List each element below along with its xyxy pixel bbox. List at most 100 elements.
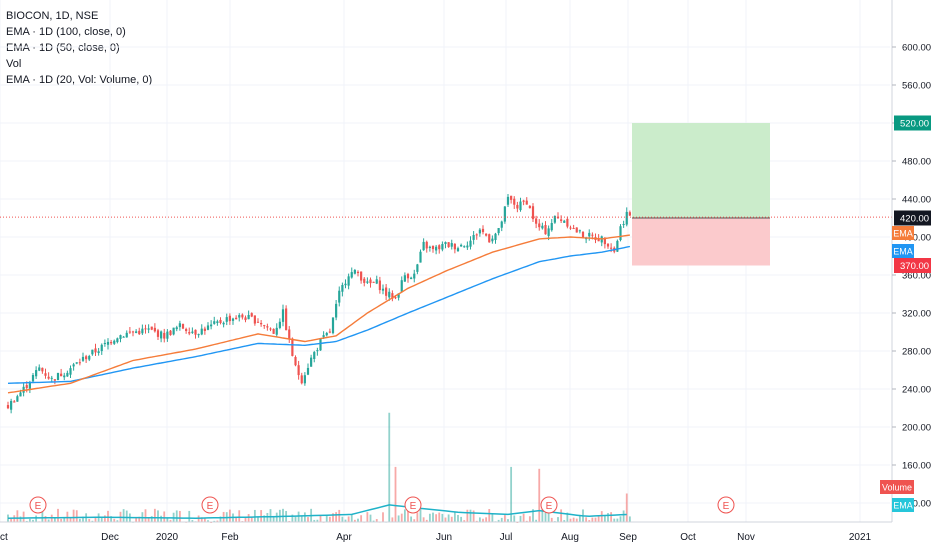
volume-bar [366, 512, 369, 522]
candle-body [175, 327, 178, 330]
price-tick-label: 160.00 [902, 461, 931, 472]
candle-body [66, 372, 69, 377]
candle-body [138, 330, 141, 335]
volume-bar [507, 519, 509, 522]
candle-body [235, 317, 238, 320]
candle-body [572, 228, 575, 230]
volume-bar [535, 519, 538, 522]
volume-bar [528, 516, 531, 522]
candle-body [606, 243, 610, 247]
volume-bar [388, 412, 391, 522]
candle-body [588, 232, 591, 237]
candle-body [256, 321, 260, 323]
time-tick-label: Oct [680, 532, 696, 543]
candle-body [181, 324, 185, 329]
candle-body [325, 332, 328, 336]
candle-body [94, 348, 97, 353]
volume-bar [503, 515, 506, 522]
volume-bar [63, 517, 66, 522]
volume-bar [303, 512, 306, 522]
candle-body [528, 206, 531, 209]
candle-body [110, 342, 113, 344]
candle-body [466, 245, 469, 248]
volume-bar [532, 509, 534, 522]
volume-bar [450, 516, 453, 522]
candle-body [69, 368, 72, 375]
candle-body [19, 392, 22, 397]
volume-bar [116, 520, 119, 522]
candle-body [463, 246, 466, 248]
volume-bar [250, 516, 253, 522]
candle-body [419, 251, 422, 263]
volume-bar [191, 520, 194, 522]
candle-body [622, 224, 625, 226]
candle-body [356, 271, 360, 274]
candle-body [56, 372, 60, 381]
legend-volume[interactable]: Vol [6, 58, 22, 70]
volume-bar [60, 518, 63, 522]
legend-ema50[interactable]: EMA · 1D (50, close, 0) [6, 42, 120, 54]
candle-body [506, 196, 510, 205]
volume-bar [91, 520, 94, 522]
volume-bar [175, 510, 178, 522]
volume-bar [16, 510, 19, 522]
volume-bar [247, 514, 250, 522]
volume-bar [513, 515, 516, 522]
price-tick-label: 320.00 [902, 309, 931, 320]
volume-bar [397, 515, 400, 522]
ema100-tag-bg [892, 244, 914, 258]
candle-body [563, 220, 566, 223]
volume-bar [616, 518, 619, 522]
volume-bar [107, 510, 109, 522]
volume-bar [203, 518, 206, 522]
volume-bar [219, 516, 222, 522]
candle-body [31, 375, 35, 382]
target-price-tag: 520.00 [900, 119, 929, 130]
candle-body [500, 221, 503, 228]
earnings-marker[interactable]: E [540, 496, 558, 514]
candle-body [78, 362, 81, 364]
legend-ema100[interactable]: EMA · 1D (100, close, 0) [6, 26, 126, 38]
volume-bar [519, 515, 522, 522]
volume-bar [25, 520, 28, 522]
volume-bar [463, 520, 466, 522]
ema100-line [7, 245, 631, 384]
volume-bar [460, 516, 463, 522]
volume-bar [100, 517, 103, 522]
symbol-title[interactable]: BIOCON, 1D, NSE [6, 10, 99, 22]
candle-body [472, 234, 475, 240]
volume-bar [57, 508, 59, 522]
earnings-label: E [410, 501, 417, 512]
volume-bar [353, 519, 356, 522]
candle-body [150, 326, 153, 330]
candle-body [378, 280, 381, 291]
earnings-marker[interactable]: E [404, 496, 422, 514]
volume-bar [394, 466, 397, 522]
candle-body [350, 272, 353, 278]
candle-body [516, 204, 519, 209]
candle-body [28, 382, 31, 389]
earnings-marker[interactable]: E [717, 496, 735, 514]
volume-bar [291, 514, 294, 522]
earnings-circle [717, 496, 735, 514]
candle-body [163, 332, 166, 339]
candle-body [428, 246, 431, 248]
earnings-marker[interactable]: E [29, 496, 47, 514]
volume-bar [94, 516, 97, 522]
volume-bar [160, 515, 163, 522]
volume-bar [316, 519, 319, 522]
candle-body [625, 211, 628, 225]
volume-bar [375, 519, 378, 522]
candle-body [216, 321, 219, 324]
earnings-marker[interactable]: E [201, 496, 219, 514]
chart-legend: BIOCON, 1D, NSE EMA · 1D (100, close, 0)… [6, 8, 152, 88]
candle-body [403, 275, 406, 282]
time-tick-label: Jun [436, 532, 452, 543]
candle-body [438, 245, 441, 250]
candle-body [185, 328, 188, 332]
candle-body [422, 241, 425, 251]
candle-body [131, 331, 135, 333]
legend-volume-ema[interactable]: EMA · 1D (20, Vol: Volume, 0) [6, 74, 153, 86]
candle-body [153, 327, 156, 332]
